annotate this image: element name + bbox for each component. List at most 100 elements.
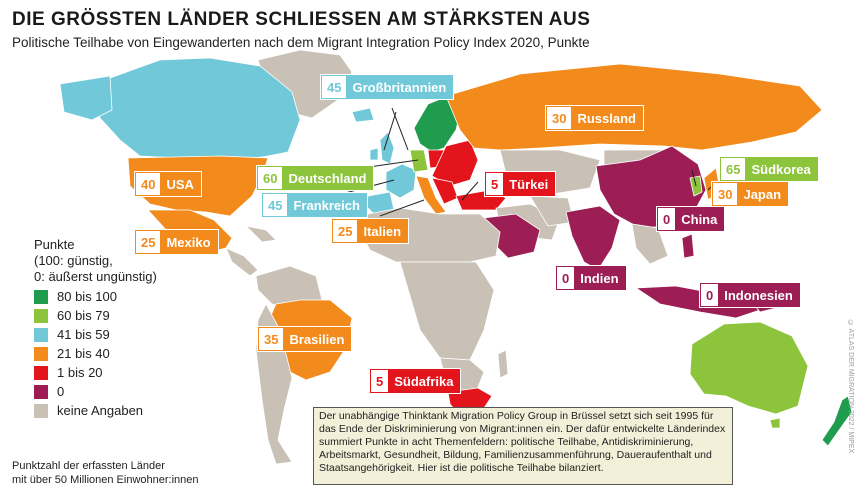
country-name: Mexiko <box>166 234 211 250</box>
country-label: 60 Deutschland <box>257 166 374 190</box>
scandinavia-shape <box>413 95 463 153</box>
country-name: Deutschland <box>288 170 367 186</box>
legend-title-2: (100: günstig, <box>34 253 113 268</box>
country-label: 5 Türkei <box>485 172 556 196</box>
leader-line <box>461 181 479 201</box>
country-label: 45 Großbritannien <box>321 75 454 99</box>
country-label: 65 Südkorea <box>720 157 818 181</box>
legend-title-1: Punkte <box>34 237 75 252</box>
country-score: 5 <box>371 370 389 392</box>
country-score: 25 <box>333 220 358 242</box>
legend-item: 41 bis 59 <box>34 325 157 344</box>
new-zealand-shape <box>821 395 853 447</box>
alaska-shape <box>59 75 113 121</box>
country-score: 45 <box>322 76 347 98</box>
country-score: 35 <box>259 328 284 350</box>
country-name: Türkei <box>509 176 549 192</box>
caribbean-shape <box>244 225 277 243</box>
leader-line <box>691 169 697 187</box>
country-name: Indonesien <box>724 287 793 303</box>
india-shape <box>565 205 621 271</box>
philippines-shape <box>681 233 695 259</box>
legend-label: 80 bis 100 <box>57 289 117 304</box>
legend-swatch <box>34 289 48 304</box>
tasmania-shape <box>769 417 781 429</box>
footnote-line-1: Punktzahl der erfassten Länder <box>12 460 165 472</box>
country-name: Brasilien <box>289 331 345 347</box>
country-name: China <box>681 211 718 227</box>
leader-line <box>379 199 425 217</box>
country-score: 0 <box>701 284 719 306</box>
madagascar-shape <box>497 349 509 379</box>
legend-label: 21 bis 40 <box>57 346 110 361</box>
italy-shape <box>415 175 447 215</box>
legend-label: 1 bis 20 <box>57 365 103 380</box>
page-subtitle: Politische Teilhabe von Eingewanderten n… <box>12 35 590 50</box>
country-label: 0 China <box>657 207 725 231</box>
footnote: Punktzahl der erfassten Länder mit über … <box>12 459 199 487</box>
leader-line <box>391 107 409 151</box>
central-africa-shape <box>399 261 495 361</box>
country-name: USA <box>166 176 194 192</box>
country-label: 25 Italien <box>332 219 409 243</box>
legend-label: keine Angaben <box>57 403 144 418</box>
country-label: 0 Indonesien <box>700 283 800 307</box>
leader-line <box>383 111 397 151</box>
canada-shape <box>95 57 301 161</box>
legend-item: 1 bis 20 <box>34 363 157 382</box>
legend: Punkte (100: günstig, 0: äußerst ungünst… <box>34 237 157 420</box>
uk-shape <box>379 131 395 165</box>
country-label: 30 Japan <box>712 182 789 206</box>
legend-swatch <box>34 308 48 323</box>
legend-swatch <box>34 346 48 361</box>
country-score: 30 <box>713 183 738 205</box>
credit-text: © ATLAS DER MIGRATION 2022 / MIPEX <box>847 320 854 454</box>
legend-label: 0 <box>57 384 65 399</box>
country-name: Großbritannien <box>352 79 447 95</box>
legend-item: 21 bis 40 <box>34 344 157 363</box>
country-name: Frankreich <box>293 197 360 213</box>
france-shape <box>385 163 417 199</box>
country-label: 45 Frankreich <box>262 193 367 217</box>
country-name: Südafrika <box>394 373 454 389</box>
country-label: 40 USA <box>135 172 201 196</box>
country-label: 30 Russland <box>546 106 643 130</box>
country-label: 25 Mexiko <box>135 230 218 254</box>
country-name: Südkorea <box>751 161 811 177</box>
legend-label: 41 bis 59 <box>57 327 110 342</box>
country-label: 5 Südafrika <box>370 369 461 393</box>
country-name: Indien <box>580 270 619 286</box>
country-score: 30 <box>547 107 572 129</box>
page-title: DIE GRÖSSTEN LÄNDER SCHLIESSEN AM STÄRKS… <box>12 9 591 30</box>
legend-item: keine Angaben <box>34 401 157 420</box>
legend-swatch <box>34 365 48 380</box>
ireland-shape <box>369 147 379 161</box>
country-score: 0 <box>658 208 676 230</box>
legend-swatch <box>34 403 48 418</box>
legend-label: 60 bis 79 <box>57 308 110 323</box>
country-name: Italien <box>363 223 402 239</box>
germany-shape <box>409 149 429 173</box>
country-score: 60 <box>258 167 283 189</box>
iceland-shape <box>351 107 375 123</box>
southeast-asia-shape <box>631 223 669 265</box>
australia-shape <box>689 321 809 415</box>
country-name: Japan <box>743 186 782 202</box>
info-text-box: Der unabhängige Thinktank Migration Poli… <box>313 407 733 485</box>
central-america-shape <box>225 247 259 277</box>
legend-item: 80 bis 100 <box>34 287 157 306</box>
country-score: 40 <box>136 173 161 195</box>
country-score: 65 <box>721 158 746 180</box>
footnote-line-2: mit über 50 Millionen Einwohner:innen <box>12 474 199 486</box>
legend-swatch <box>34 384 48 399</box>
country-name: Russland <box>577 110 636 126</box>
legend-item: 60 bis 79 <box>34 306 157 325</box>
country-label: 0 Indien <box>556 266 626 290</box>
legend-swatch <box>34 327 48 342</box>
country-score: 25 <box>136 231 161 253</box>
legend-title-3: 0: äußerst ungünstig) <box>34 269 157 284</box>
country-score: 0 <box>557 267 575 289</box>
country-score: 45 <box>263 194 288 216</box>
country-score: 5 <box>486 173 504 195</box>
legend-item: 0 <box>34 382 157 401</box>
